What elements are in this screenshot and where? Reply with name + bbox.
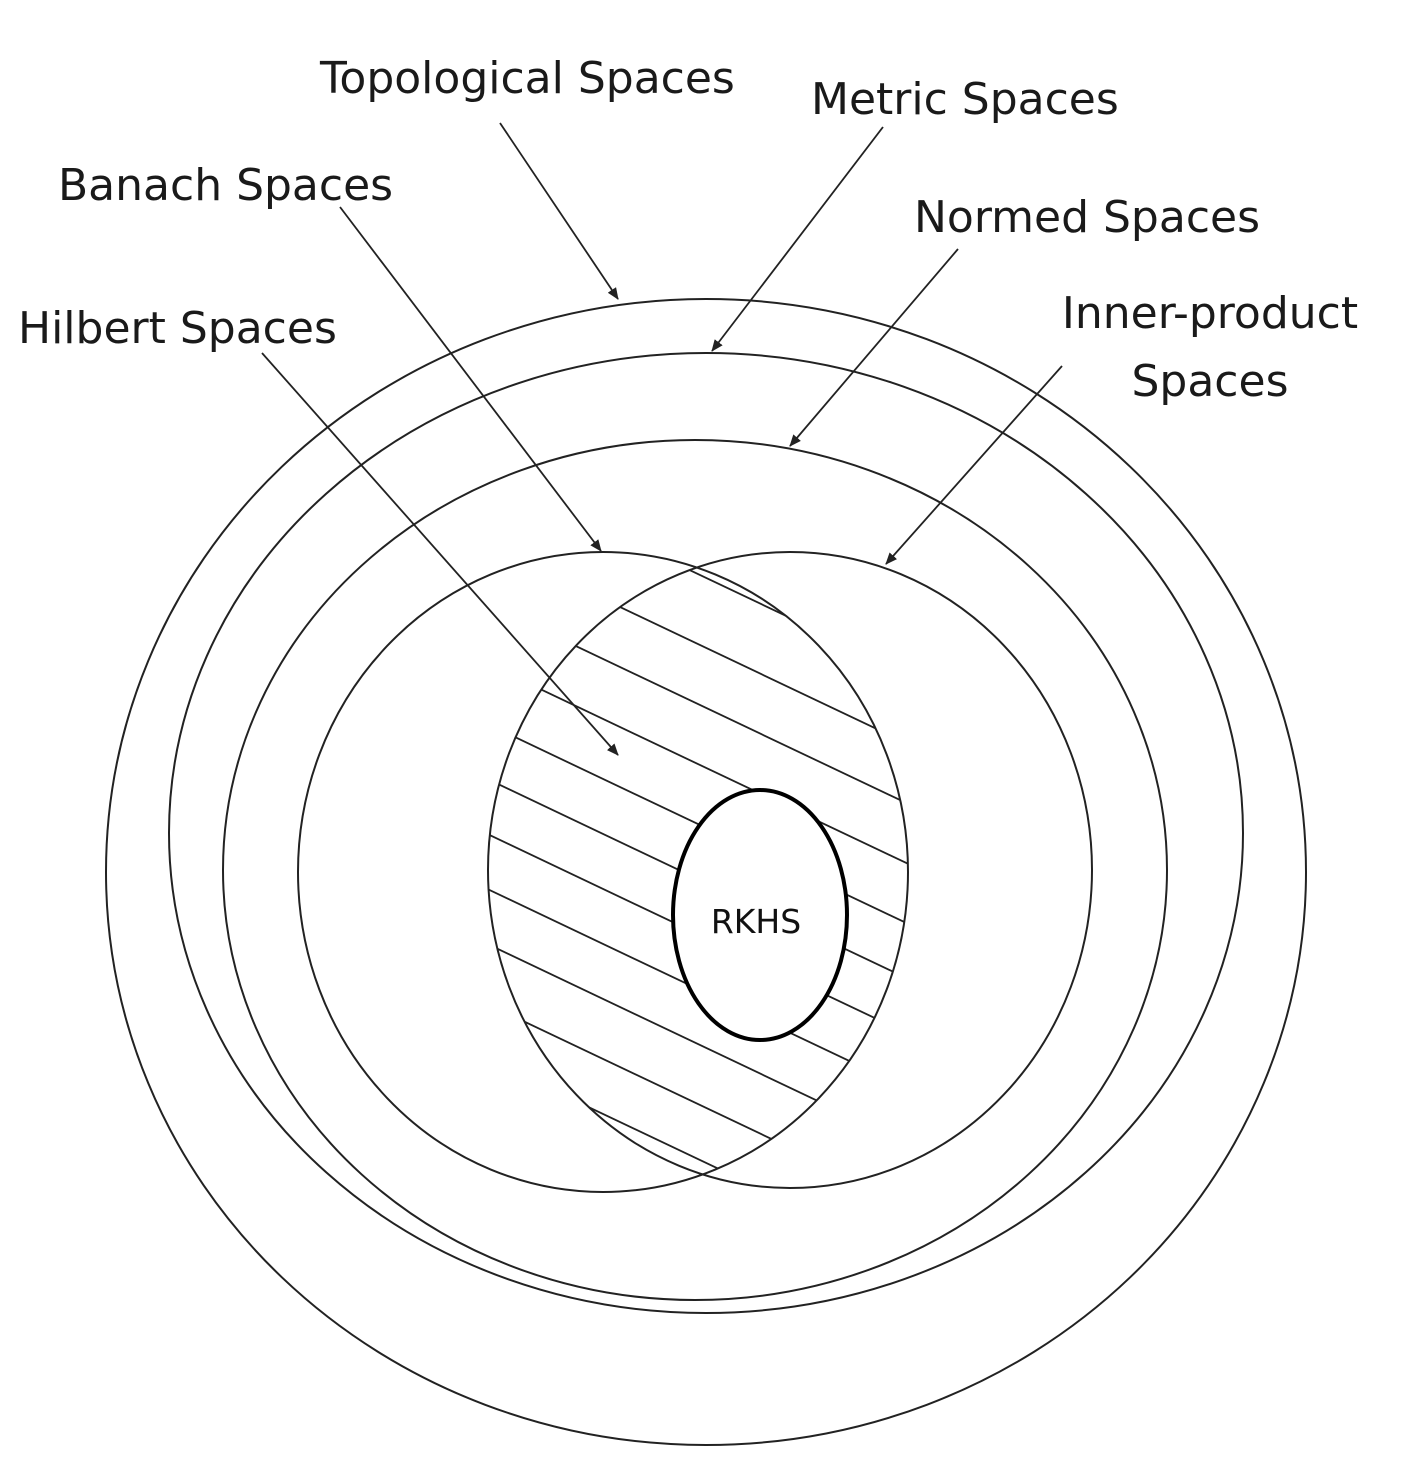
hilbert-arrow [261, 352, 619, 756]
normed-spaces-ellipse [222, 439, 1168, 1301]
inner-product-label-line1: Inner-product [1062, 288, 1358, 339]
hatch-line [400, 1193, 1000, 1469]
rkhs-label: RKHS [711, 902, 801, 941]
topological-arrow [499, 122, 619, 300]
inner-product-spaces-ellipse [487, 551, 1093, 1189]
banach-spaces-label: Banach Spaces [58, 160, 393, 211]
hilbert-spaces-label: Hilbert Spaces [18, 303, 337, 354]
topological-spaces-ellipse [105, 298, 1307, 1446]
banach-spaces-ellipse [297, 551, 909, 1193]
topological-spaces-label: Topological Spaces [319, 53, 735, 104]
metric-arrow [711, 126, 884, 352]
metric-spaces-ellipse [168, 352, 1244, 1314]
normed-arrow [789, 248, 959, 447]
inner-product-label-line2: Spaces [1131, 356, 1288, 407]
inner-product-arrow [885, 365, 1063, 565]
metric-spaces-label: Metric Spaces [811, 74, 1119, 125]
banach-arrow [339, 206, 602, 552]
rkhs-ellipse [671, 788, 849, 1042]
normed-spaces-label: Normed Spaces [914, 192, 1260, 243]
